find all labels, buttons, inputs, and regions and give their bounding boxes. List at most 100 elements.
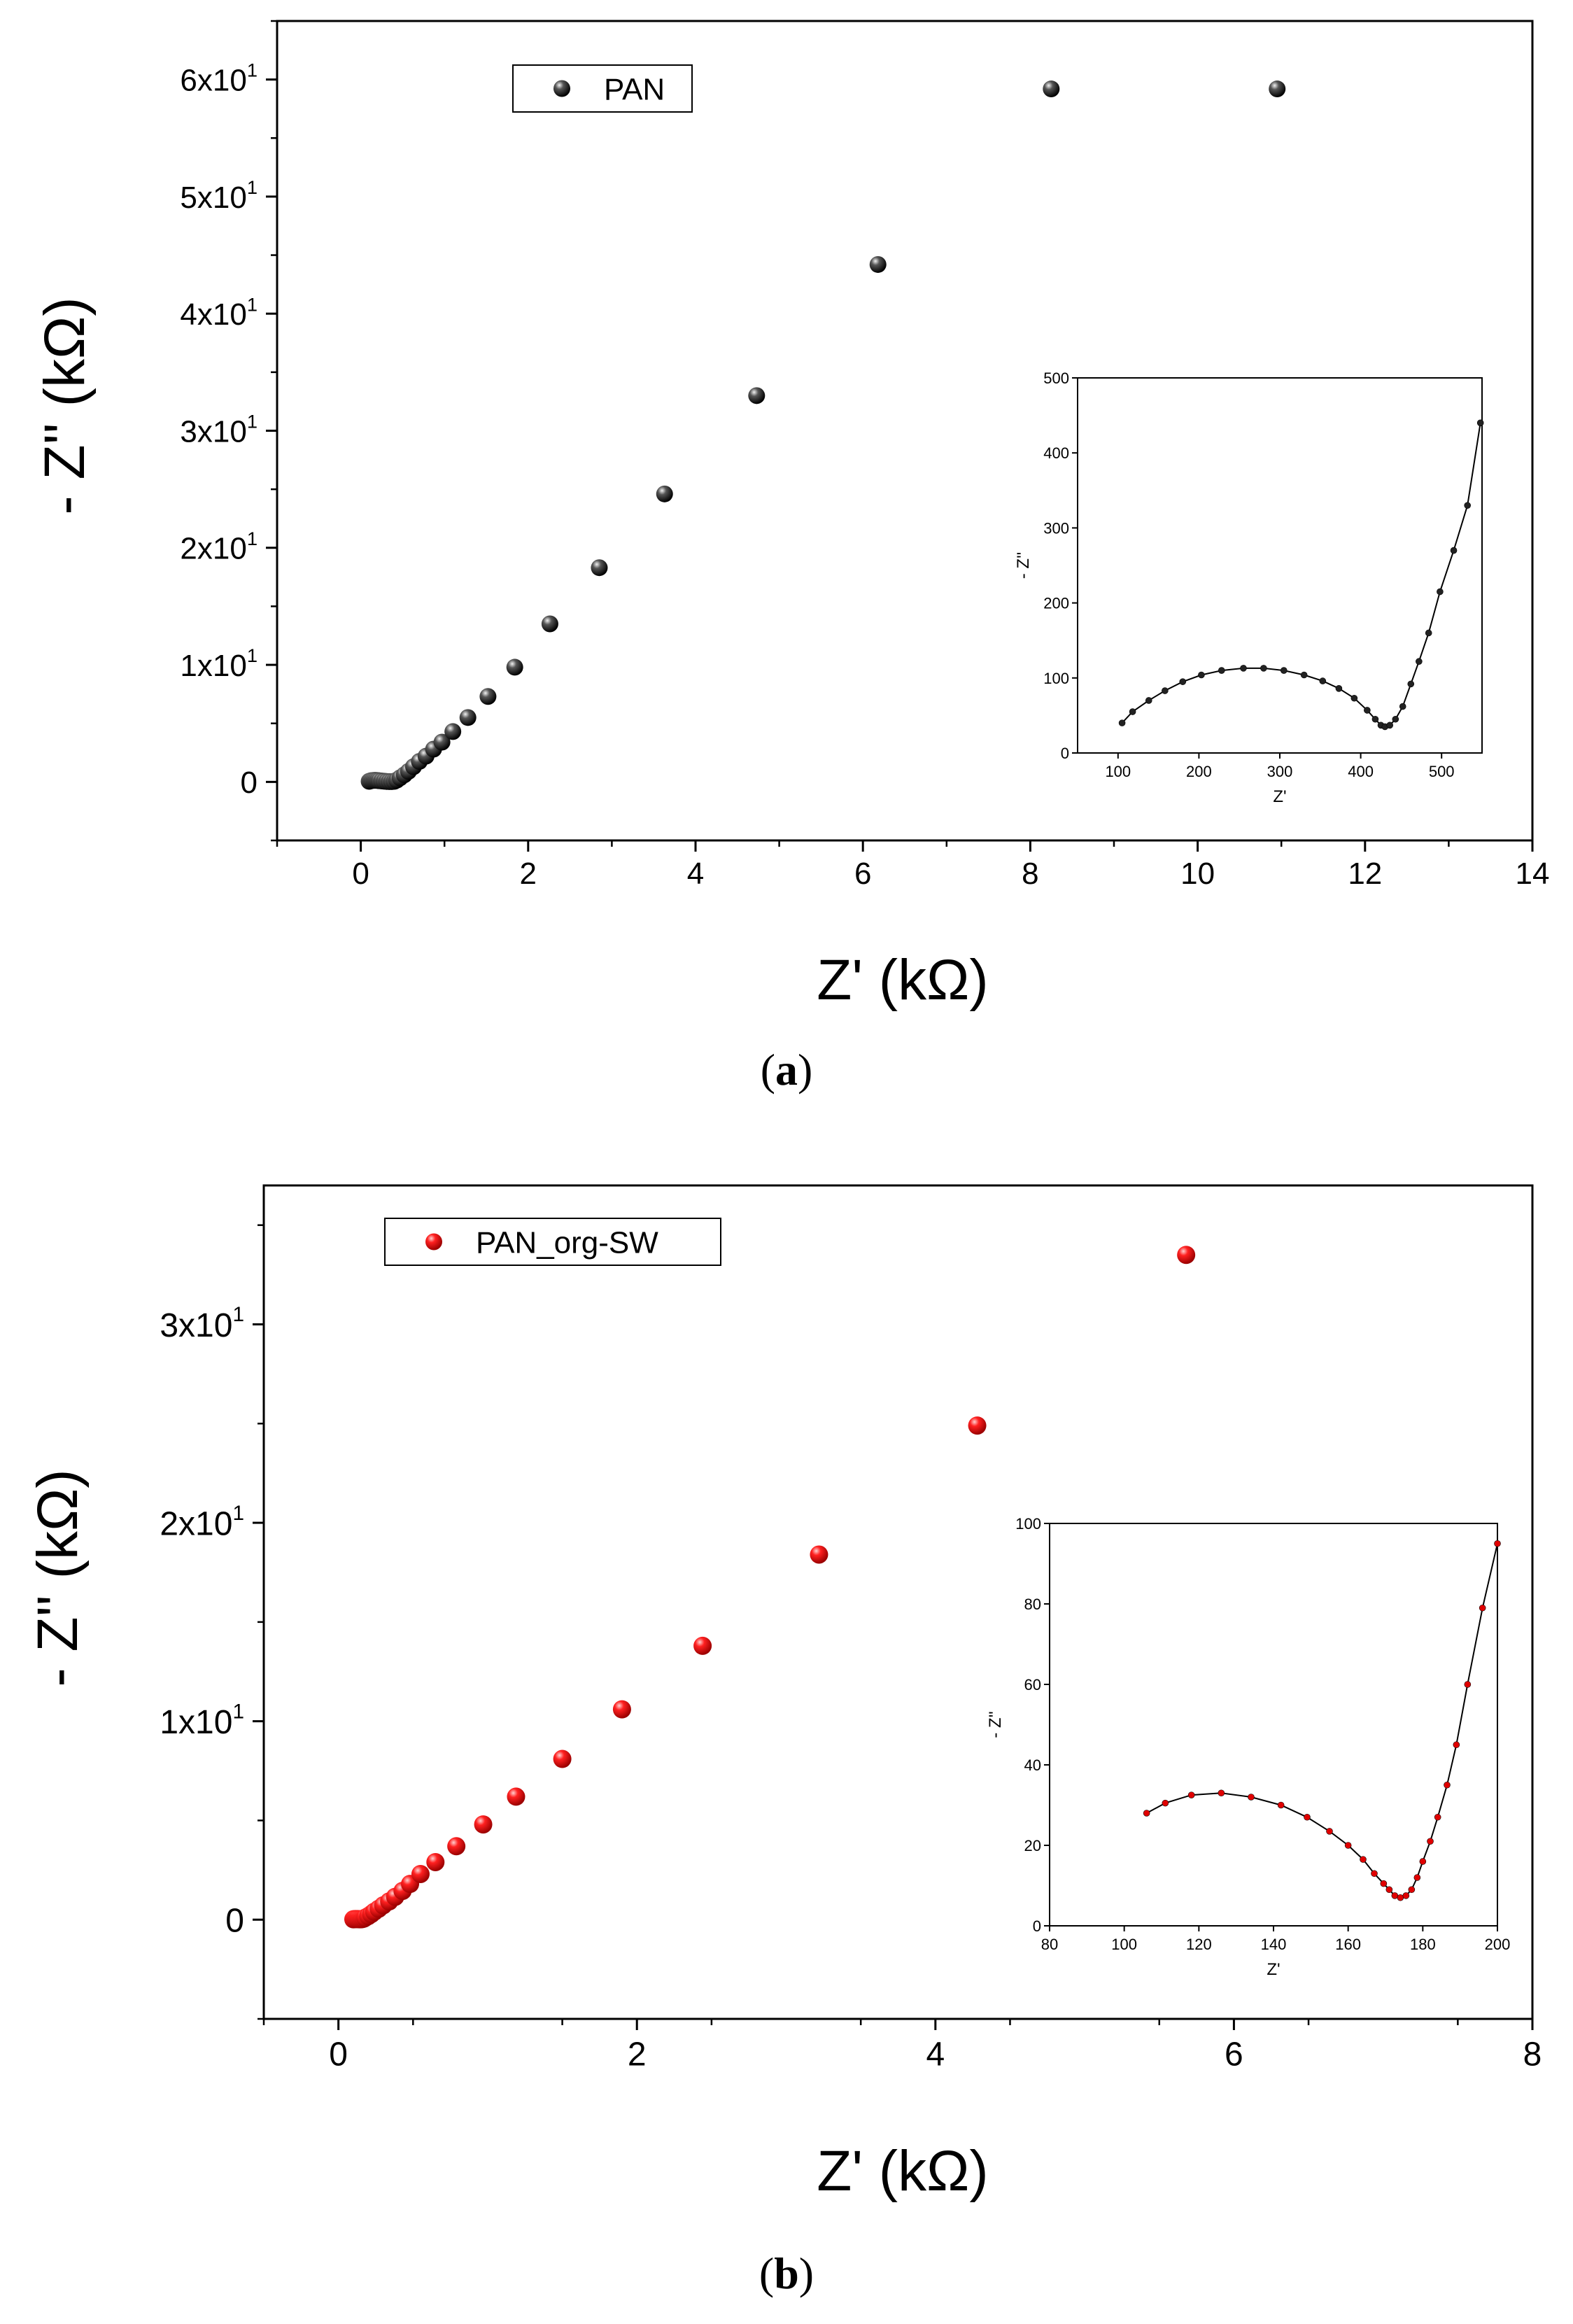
data-point [506, 659, 523, 676]
x-tick-label: 6 [1225, 2036, 1243, 2073]
inset-y-axis-label: - Z'' [986, 1711, 1005, 1738]
inset-data-point [1218, 1789, 1225, 1797]
y-tick-label: 0 [241, 766, 258, 800]
inset-data-point [1476, 419, 1484, 427]
data-point [968, 1416, 987, 1435]
y-tick-label-base: 0 [225, 1902, 244, 1939]
panel-a-caption-letter: a [775, 1045, 798, 1094]
inset-data-point [1444, 1781, 1451, 1789]
inset-data-point [1360, 1856, 1367, 1863]
data-point [869, 255, 887, 273]
inset-data-point [1427, 1838, 1434, 1845]
data-point [1177, 1246, 1196, 1265]
inset-data-point [1118, 719, 1126, 726]
data-point [656, 485, 673, 502]
y-tick-label-base: 0 [241, 766, 258, 800]
y-tick-label: 2x101 [180, 528, 258, 566]
data-point [479, 688, 497, 705]
inset-x-tick-label: 200 [1186, 763, 1212, 780]
inset-data-point [1371, 715, 1379, 723]
inset-data-point [1326, 1828, 1333, 1835]
y-tick-label-base: 6x10 [180, 63, 246, 97]
inset-data-point [1145, 697, 1152, 704]
y-tick-label: 3x101 [160, 1303, 244, 1344]
inset-x-axis-label: Z' [1267, 1960, 1280, 1979]
x-tick-label: 4 [687, 857, 704, 891]
inset-data-point [1364, 707, 1371, 714]
inset-data-point [1413, 1874, 1421, 1881]
inset-data-point [1391, 1892, 1399, 1899]
inset-data-point [1425, 629, 1432, 637]
plot-frame [262, 1184, 1534, 2020]
y-axis-label: - Z'' (kΩ) [33, 297, 97, 514]
inset-x-axis-label: Z' [1273, 787, 1286, 806]
y-axis-label: - Z'' (kΩ) [26, 1469, 90, 1686]
inset-data-point [1402, 1892, 1410, 1899]
legend-label: PAN [604, 73, 665, 107]
inset-data-point [1464, 502, 1471, 509]
y-tick-label: 0 [225, 1902, 244, 1939]
panel-a-caption: (a) [761, 1045, 813, 1094]
inset-data-point [1437, 588, 1444, 596]
x-tick-label: 8 [1022, 857, 1038, 891]
inset-x-tick-label: 100 [1105, 763, 1131, 780]
y-tick-label-base: 2x10 [180, 532, 246, 566]
inset-data-point [1494, 1540, 1501, 1547]
y-tick-label: 2x101 [160, 1502, 244, 1543]
inset-data-point [1248, 1794, 1255, 1801]
inset-data-point [1479, 1604, 1486, 1612]
legend-marker [553, 80, 570, 97]
y-tick-label: 4x101 [180, 293, 258, 332]
y-tick-label-exponent: 1 [247, 293, 258, 315]
inset-y-tick-label: 200 [1043, 595, 1069, 612]
x-tick-label: 10 [1180, 857, 1215, 891]
inset-x-tick-label: 140 [1261, 1936, 1287, 1953]
inset-data-point [1416, 658, 1423, 665]
y-tick-label-exponent: 1 [247, 528, 258, 549]
x-axis-label: Z' (kΩ) [817, 948, 988, 1012]
y-tick-label-base: 4x10 [180, 297, 246, 332]
inset-data-point [1280, 667, 1288, 674]
inset-data-point [1319, 677, 1327, 684]
inset-y-tick-label: 300 [1043, 519, 1069, 537]
inset-x-tick-label: 160 [1335, 1936, 1361, 1953]
inset-data-point [1143, 1810, 1150, 1817]
inset-y-tick-label: 0 [1061, 745, 1069, 762]
inset-x-tick-label: 400 [1348, 763, 1374, 780]
data-point [693, 1636, 712, 1655]
inset-data-point [1350, 694, 1358, 702]
panel-b-inset-plot: 80 100 120 140 160 180 200 0 20 40 60 80 100 Z' - Z'' [986, 1515, 1510, 1979]
inset-data-point [1344, 1842, 1352, 1849]
inset-data-point [1277, 1801, 1285, 1809]
y-tick-label-base: 3x10 [180, 414, 246, 449]
data-point [612, 1700, 631, 1719]
panel-a-main-plot: 0 2 4 6 8 10 12 1401x1012x1013x1014x1015x1016x1… [33, 20, 1549, 1012]
inset-x-tick-label: 120 [1186, 1936, 1212, 1953]
inset-data-point [1198, 671, 1205, 679]
inset-data-point [1380, 1880, 1388, 1887]
y-tick-label-base: 5x10 [180, 181, 246, 215]
y-tick-label-base: 1x10 [160, 1704, 232, 1741]
inset-data-point [1240, 665, 1247, 672]
data-point [553, 1749, 572, 1768]
y-tick-label-exponent: 1 [247, 645, 258, 666]
panel-b-caption-letter: b [774, 2248, 799, 2298]
inset-data-point [1419, 1858, 1427, 1865]
inset-data-point [1434, 1813, 1441, 1821]
data-point [1043, 80, 1060, 98]
x-tick-label: 0 [352, 857, 369, 891]
inset-y-tick-label: 60 [1024, 1676, 1041, 1693]
inset-data-point [1399, 703, 1406, 710]
inset-data-point [1304, 1813, 1311, 1821]
data-point [444, 723, 462, 740]
inset-data-point [1179, 678, 1187, 685]
y-tick-label-exponent: 1 [232, 1502, 244, 1525]
data-point [541, 615, 558, 633]
x-tick-label: 4 [926, 2036, 945, 2073]
inset-data-point [1162, 1799, 1169, 1807]
x-axis-label: Z' (kΩ) [817, 2139, 988, 2203]
inset-data-point [1335, 685, 1343, 692]
